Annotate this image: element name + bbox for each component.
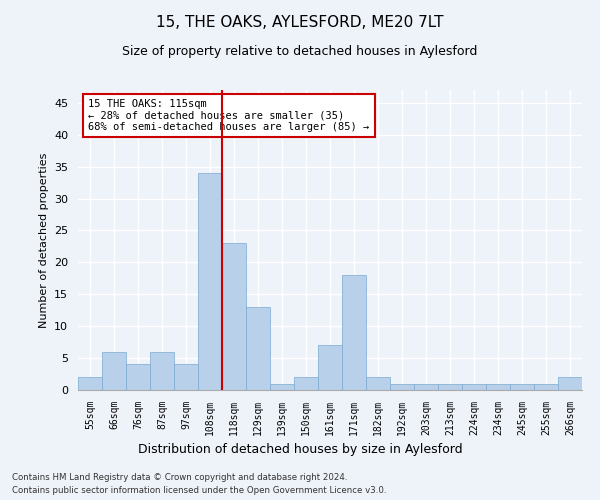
Text: 15 THE OAKS: 115sqm
← 28% of detached houses are smaller (35)
68% of semi-detach: 15 THE OAKS: 115sqm ← 28% of detached ho… — [88, 99, 370, 132]
Bar — [558, 377, 582, 390]
Text: 15, THE OAKS, AYLESFORD, ME20 7LT: 15, THE OAKS, AYLESFORD, ME20 7LT — [156, 15, 444, 30]
Bar — [270, 384, 294, 390]
Text: Contains public sector information licensed under the Open Government Licence v3: Contains public sector information licen… — [12, 486, 386, 495]
Bar — [510, 384, 534, 390]
Bar — [414, 384, 438, 390]
Y-axis label: Number of detached properties: Number of detached properties — [38, 152, 49, 328]
Bar — [438, 384, 462, 390]
Bar — [294, 377, 318, 390]
Text: Distribution of detached houses by size in Aylesford: Distribution of detached houses by size … — [137, 442, 463, 456]
Bar — [126, 364, 150, 390]
Bar — [486, 384, 510, 390]
Bar — [366, 377, 390, 390]
Text: Size of property relative to detached houses in Aylesford: Size of property relative to detached ho… — [122, 45, 478, 58]
Bar — [174, 364, 198, 390]
Bar — [462, 384, 486, 390]
Bar — [390, 384, 414, 390]
Bar — [246, 307, 270, 390]
Bar — [102, 352, 126, 390]
Text: Contains HM Land Registry data © Crown copyright and database right 2024.: Contains HM Land Registry data © Crown c… — [12, 472, 347, 482]
Bar — [222, 243, 246, 390]
Bar — [534, 384, 558, 390]
Bar — [342, 275, 366, 390]
Bar — [78, 377, 102, 390]
Bar — [198, 173, 222, 390]
Bar — [318, 346, 342, 390]
Bar — [150, 352, 174, 390]
